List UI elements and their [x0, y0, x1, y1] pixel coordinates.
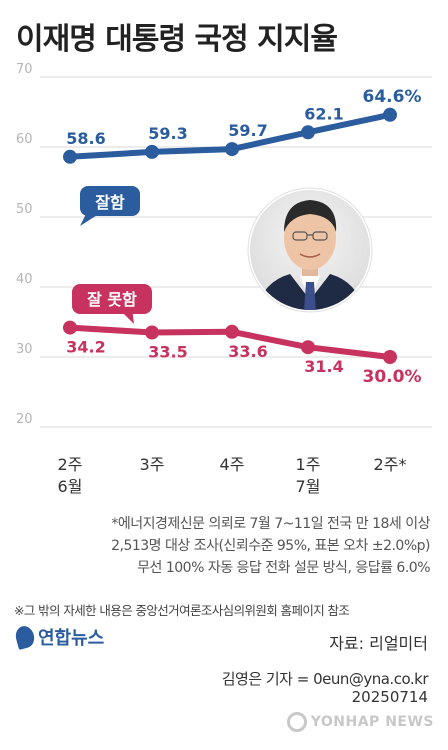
x-tick-label: 2주* — [374, 455, 407, 474]
x-tick-labels: 2주 6월 3주 4주 1주 7월 2주* — [58, 455, 407, 496]
source-text: 자료: 리얼미터 — [329, 634, 428, 653]
data-label: 64.6% — [363, 87, 422, 107]
yonhap-logo: 연합뉴스 — [13, 624, 105, 650]
data-point — [145, 144, 159, 159]
data-label: 33.6 — [228, 342, 267, 361]
data-label: 62.1 — [304, 104, 343, 123]
data-labels: 58.6 59.3 59.7 62.1 64.6% 34.2 33.5 33.6 31.4 30.… — [66, 87, 421, 387]
y-tick-label: 50 — [16, 202, 33, 217]
yonhap-logo-text: 연합뉴스 — [38, 628, 105, 649]
x-tick-label: 2주 6월 — [58, 455, 83, 496]
watermark-text: YONHAP NEWS — [310, 714, 434, 730]
survey-note-line-2: 2,513명 대상 조사(신뢰수준 95%, 표본 오차 ±2.0%p) — [111, 538, 430, 554]
data-point — [301, 125, 315, 140]
y-tick-label: 30 — [16, 342, 33, 357]
legend-good-label: 잘함 — [95, 193, 125, 212]
page-title: 이재명 대통령 국정 지지율 — [16, 22, 338, 57]
y-tick-label: 70 — [16, 62, 33, 77]
data-label: 58.6 — [66, 129, 105, 148]
y-tick-label: 20 — [16, 412, 33, 427]
data-label: 59.3 — [148, 124, 187, 143]
data-point — [225, 142, 239, 157]
data-label: 30.0% — [363, 367, 422, 387]
data-point — [145, 325, 159, 340]
legend-good-bubble: 잘함 — [80, 186, 140, 226]
data-point — [383, 107, 397, 122]
survey-note-line-3: 무선 100% 자동 응답 전화 설문 방식, 응답률 6.0% — [137, 560, 430, 576]
line-chart: 70 60 50 40 30 20 2주 6월 3주 4주 1주 7월 2주* 58.6 59.3 59.… — [16, 62, 432, 496]
watermark-ring-icon — [286, 712, 307, 732]
y-tick-label: 40 — [16, 272, 33, 287]
data-point — [301, 340, 315, 355]
legend-bad-label: 잘 못함 — [87, 290, 137, 309]
data-point — [63, 149, 77, 164]
data-label: 34.2 — [66, 338, 105, 357]
data-point — [383, 350, 397, 364]
survey-note-line-1: *에너지경제신문 의뢰로 7월 7~11일 전국 만 18세 이상 — [111, 516, 430, 532]
data-point — [63, 320, 77, 335]
x-tick-label: 4주 — [220, 455, 245, 474]
y-tick-labels: 70 60 50 40 30 20 — [16, 62, 33, 427]
legend-bad-bubble: 잘 못함 — [72, 284, 152, 324]
y-tick-label: 60 — [16, 132, 33, 147]
reporter-credit: 김영은 기자 = 0eun@yna.co.kr — [221, 670, 429, 688]
yonhap-logo-icon — [13, 624, 37, 650]
data-label: 31.4 — [304, 357, 343, 376]
footnote: ※그 밖의 자세한 내용은 중앙선거여론조사심의위원회 홈페이지 참조 — [14, 603, 350, 618]
yonhap-news-watermark: YONHAP NEWS — [286, 712, 434, 732]
data-point — [225, 324, 239, 339]
x-tick-label: 3주 — [140, 455, 165, 474]
data-label: 33.5 — [148, 343, 187, 362]
portrait-photo — [247, 187, 373, 313]
x-tick-label: 1주 7월 — [296, 455, 321, 496]
publish-date: 20250714 — [351, 688, 428, 706]
data-points — [63, 107, 397, 364]
data-label: 59.7 — [228, 121, 267, 140]
